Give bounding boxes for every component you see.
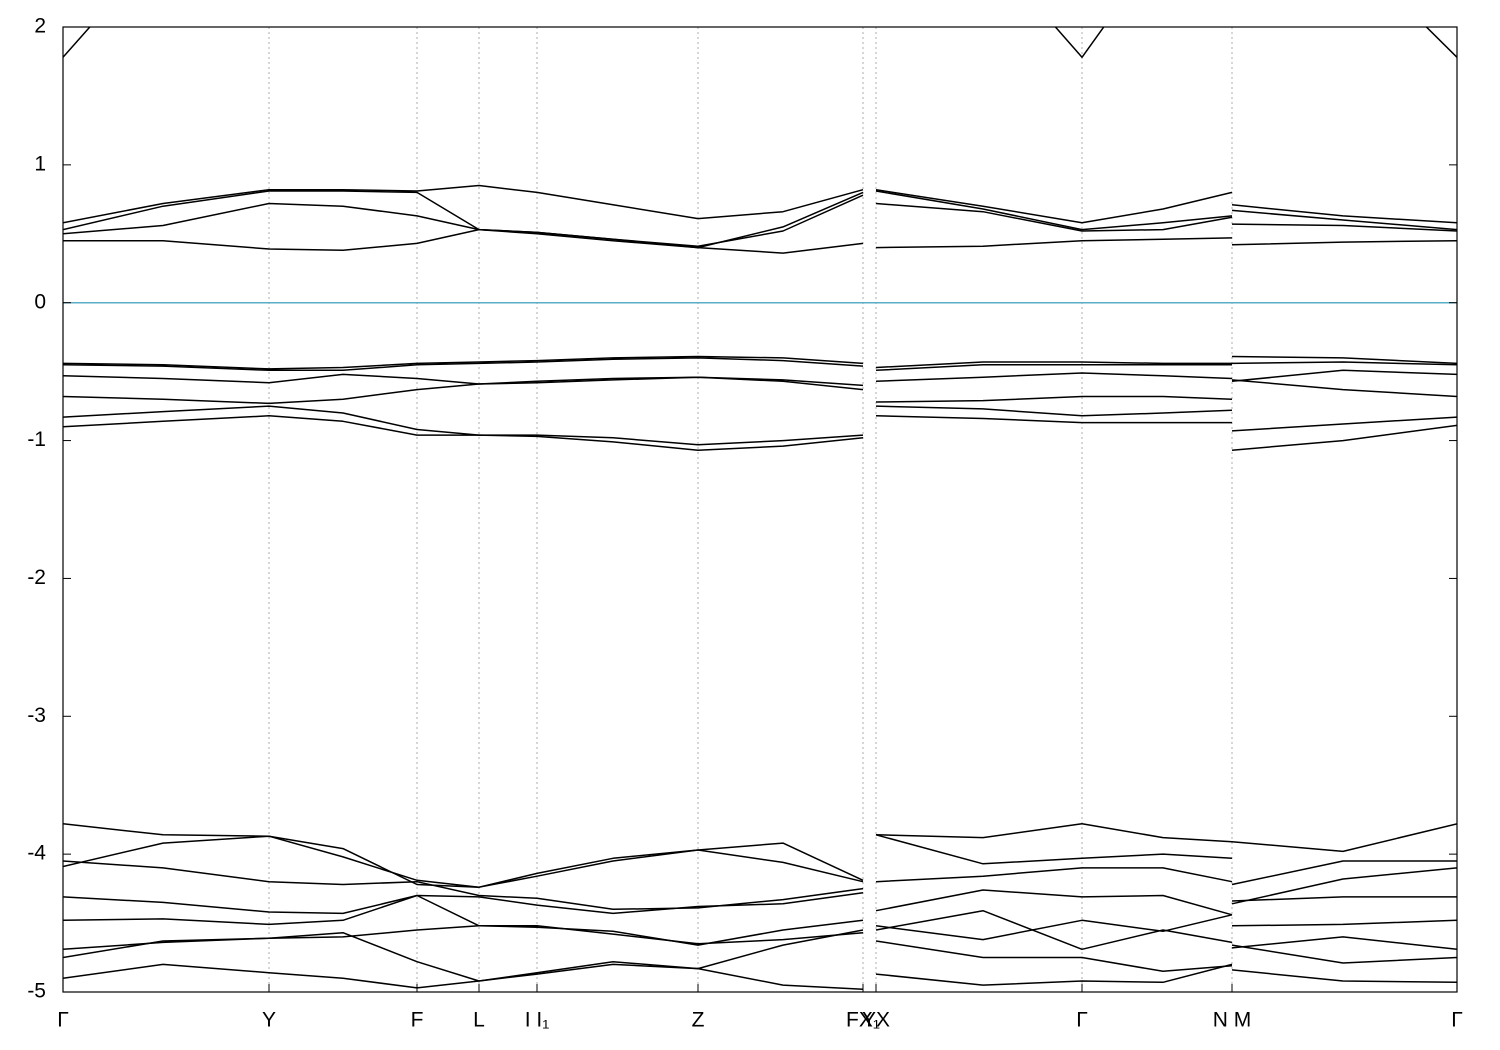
band-line xyxy=(63,860,1457,911)
x-tick-label: F xyxy=(411,1009,424,1032)
band-line xyxy=(63,415,1457,451)
band-line xyxy=(63,27,1457,59)
band-line xyxy=(63,889,1457,916)
band-line xyxy=(63,191,1457,252)
x-tick-label: FX₁ xyxy=(846,1009,880,1032)
band-line xyxy=(63,909,1457,951)
x-tick-label: I I₁ xyxy=(525,1009,550,1032)
bands-layer xyxy=(63,27,1457,990)
band-line xyxy=(63,190,1457,247)
band-line xyxy=(63,355,1457,370)
band-line xyxy=(63,376,1457,405)
band-line xyxy=(63,184,1457,224)
x-tick-label: Γ xyxy=(57,1009,69,1032)
band-line xyxy=(63,357,1457,372)
grid-layer xyxy=(62,27,1458,992)
x-tick-label: Γ xyxy=(1076,1009,1088,1032)
plot-frame xyxy=(62,26,1458,993)
y-tick-label: -2 xyxy=(27,566,46,589)
x-tick-label: Z xyxy=(692,1009,705,1032)
band-line xyxy=(63,823,1457,888)
x-tick-label: YX xyxy=(862,1009,890,1032)
y-tick-label: -1 xyxy=(27,428,46,451)
band-line xyxy=(63,834,1457,888)
y-tick-label: 1 xyxy=(34,152,46,175)
y-tick-label: -5 xyxy=(27,980,46,1003)
x-tick-label: Y xyxy=(262,1009,276,1032)
band-line xyxy=(63,369,1457,387)
x-tick-label: N M xyxy=(1213,1009,1252,1032)
band-line xyxy=(63,960,1457,990)
y-tick-label: -4 xyxy=(27,842,46,865)
band-line xyxy=(63,405,1457,446)
x-tick-label: Γ xyxy=(1451,1009,1463,1032)
band-line xyxy=(63,202,1457,254)
y-tick-label: 0 xyxy=(34,290,46,313)
y-tick-label: 2 xyxy=(34,15,46,38)
y-tick-label: -3 xyxy=(27,704,46,727)
x-tick-label: L xyxy=(473,1009,485,1032)
